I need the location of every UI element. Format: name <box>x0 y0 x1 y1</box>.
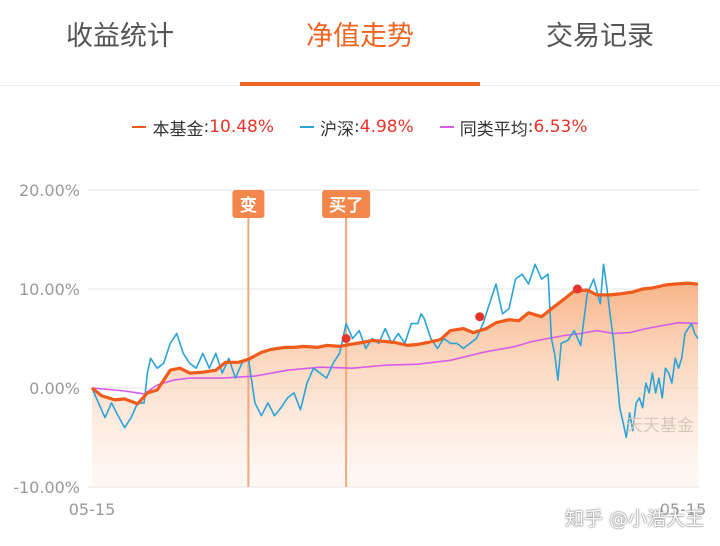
legend-swatch-hs <box>300 126 315 128</box>
legend-value-fund: 10.48% <box>209 117 275 137</box>
series-line-fund <box>90 281 699 406</box>
legend-swatch-fund <box>132 126 147 128</box>
y-tick-label: 10.00% <box>19 280 80 299</box>
marker-flag-2 <box>322 190 371 218</box>
marker-flag-1 <box>232 190 265 218</box>
tab-income-stats[interactable]: 收益统计 <box>66 21 174 52</box>
tab-nav-trend[interactable]: 净值走势 <box>306 21 414 52</box>
x-tick-label-start: 05-15 <box>69 500 116 519</box>
legend-name-peer: 同类平均 <box>459 119 528 140</box>
legend-value-peer: 6.53% <box>533 117 588 137</box>
marker-label-2: 买了 <box>329 196 363 216</box>
credit-text: 知乎 @小浩大王 <box>564 508 704 530</box>
legend-item-fund: 本基金:10.48% <box>132 114 274 140</box>
legend-item-peer: 同类平均:6.53% <box>439 114 588 140</box>
y-tick-label: 20.00% <box>19 181 80 200</box>
trade-dot-2 <box>475 312 485 322</box>
fund-area-fill <box>92 283 698 487</box>
legend-sep: : <box>354 117 360 137</box>
legend-swatch-peer <box>439 126 454 128</box>
active-tab-indicator <box>240 82 480 86</box>
x-tick-label-end: 05-15 <box>660 500 707 519</box>
y-tick-label: 0.00% <box>29 379 80 398</box>
tab-bar: 收益统计 净值走势 交易记录 <box>0 0 720 86</box>
legend-sep: : <box>203 117 210 137</box>
legend-name-hs: 沪深 <box>320 119 355 140</box>
marker-label-1: 变 <box>240 195 257 216</box>
legend-sep: : <box>527 117 534 137</box>
y-tick-label: -10.00% <box>13 478 80 497</box>
legend-item-hs: 沪深:4.98% <box>300 114 414 140</box>
nav-trend-chart: 20.00% 10.00% 0.00% -10.00% 05-15 05-15 变 买了 <box>13 181 707 519</box>
watermark: 天天基金 <box>626 416 694 436</box>
trade-dot-3 <box>572 284 582 294</box>
series-line-peer <box>91 321 699 395</box>
trade-dot-1 <box>341 334 351 343</box>
legend-name-fund: 本基金 <box>152 119 204 140</box>
chart-legend: 本基金:10.48% 沪深:4.98% 同类平均:6.53% <box>0 114 720 140</box>
tab-trade-records[interactable]: 交易记录 <box>546 21 654 52</box>
legend-value-hs: 4.98% <box>359 117 414 137</box>
